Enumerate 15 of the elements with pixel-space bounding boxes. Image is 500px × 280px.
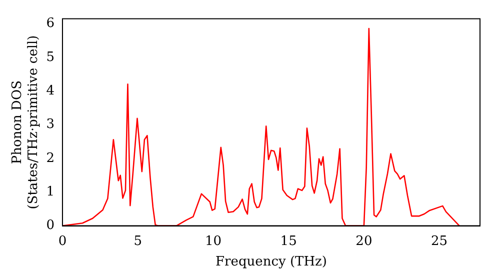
y-tick-label: 2: [46, 150, 54, 166]
y-tick-label: 6: [46, 16, 54, 32]
x-tick-label: 25: [431, 234, 448, 249]
y-tick-label: 3: [46, 117, 54, 132]
x-tick-label: 0: [58, 234, 67, 249]
y-axis-title: Phonon DOS (States/THz·primitive cell): [10, 35, 41, 210]
x-tick-label: 5: [134, 234, 142, 249]
x-tick-label: 10: [204, 234, 222, 249]
y-tick-label: 1: [46, 184, 54, 200]
x-tick-label: 15: [280, 234, 297, 249]
y-tick-label: 4: [46, 84, 54, 99]
x-tick-label: 20: [356, 234, 372, 249]
y-tick-label: 5: [46, 50, 54, 65]
y-tick-label: 0: [46, 218, 54, 234]
x-axis-title: Frequency (THz): [216, 254, 327, 270]
